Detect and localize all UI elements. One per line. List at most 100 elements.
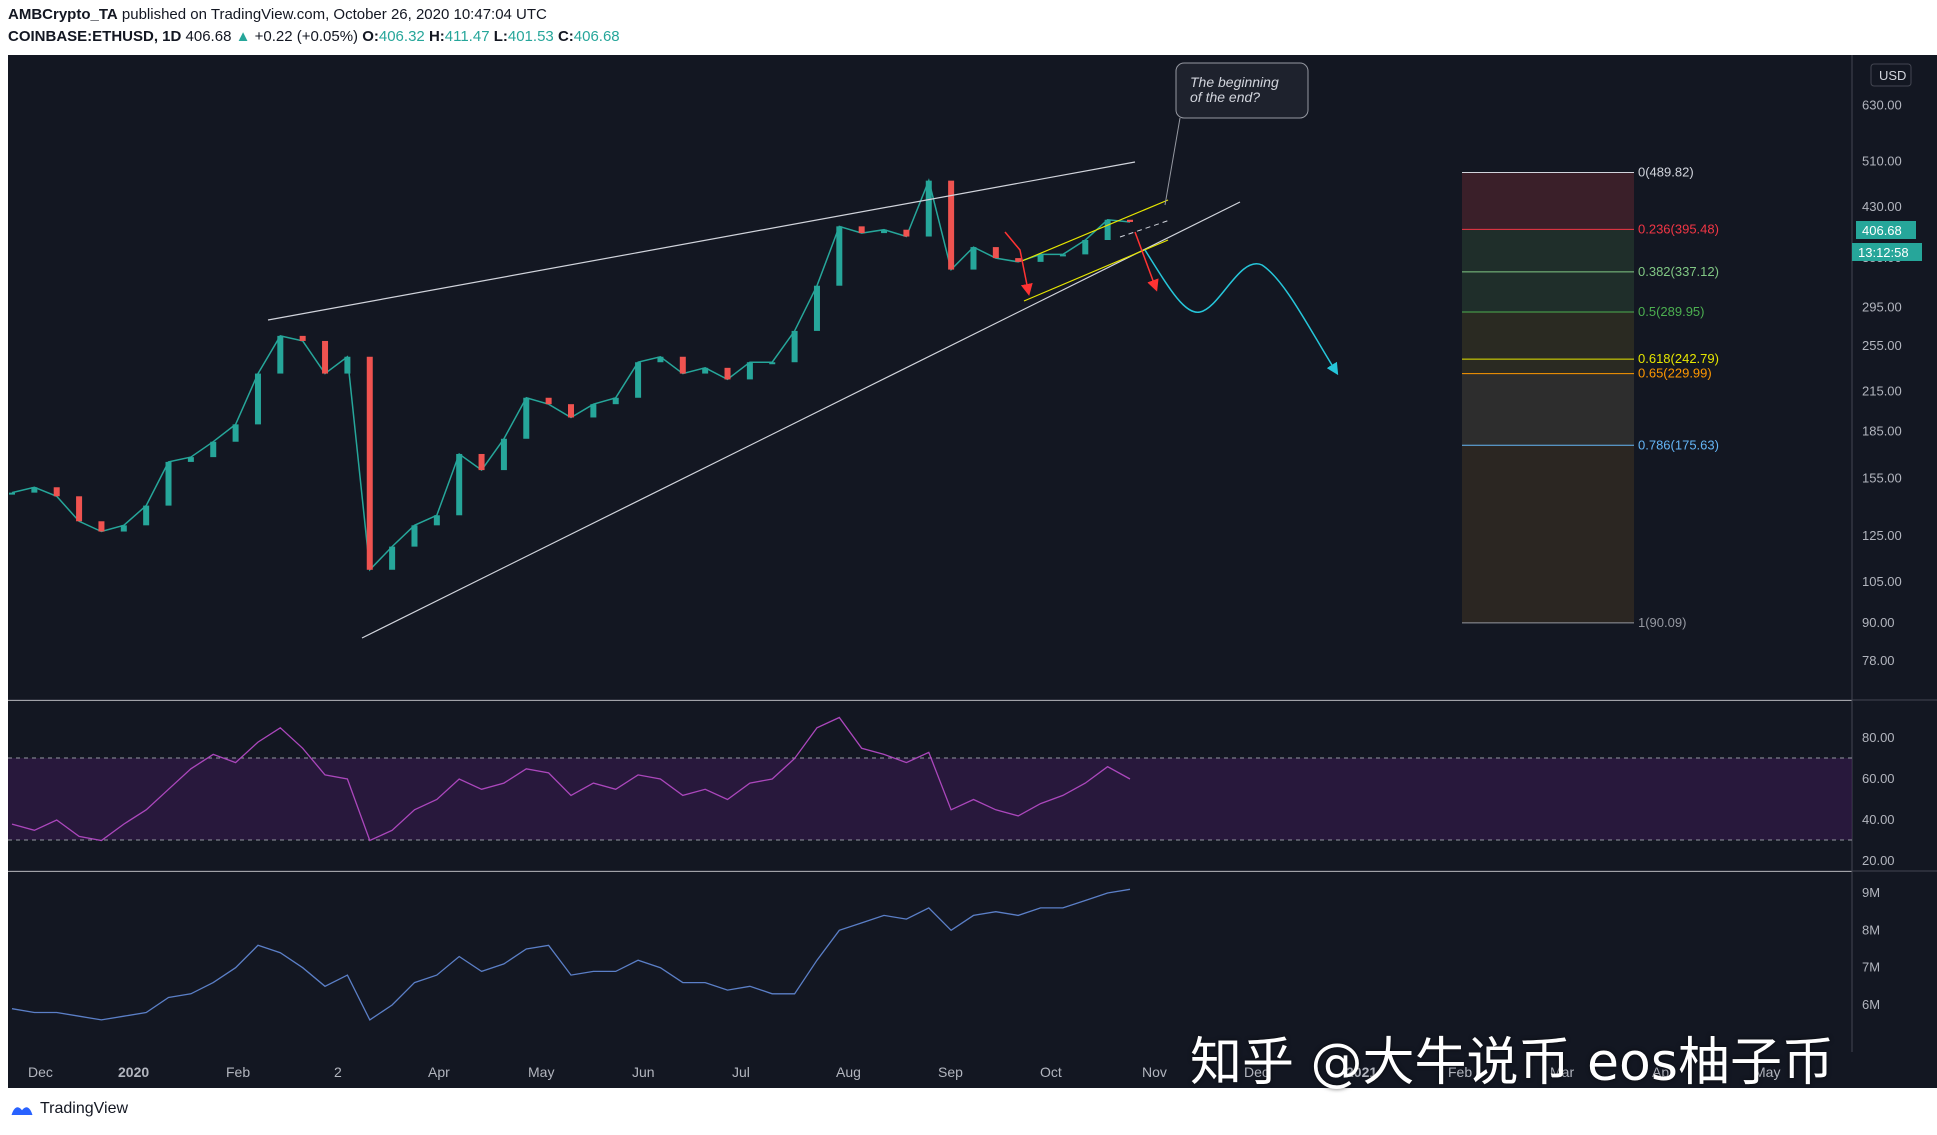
rsi-tick-label: 80.00 — [1862, 730, 1895, 745]
rsi-band — [8, 758, 1852, 840]
fib-level-label: 0.236(395.48) — [1638, 221, 1719, 236]
volume-tick-label: 8M — [1862, 922, 1880, 937]
time-tick-label: Nov — [1142, 1064, 1167, 1080]
price-candle — [724, 367, 731, 380]
volume-indicator-series — [11, 888, 1131, 1021]
price-tick-label: 510.00 — [1862, 154, 1902, 169]
time-tick-label: Feb — [1448, 1064, 1472, 1080]
price-tick-label: 78.00 — [1862, 653, 1895, 668]
fib-zone — [1462, 311, 1634, 360]
symbol-line: COINBASE:ETHUSD, 1D 406.68 ▲ +0.22 (+0.0… — [8, 28, 620, 45]
last-price: 406.68 — [185, 28, 232, 45]
price-candle — [657, 356, 664, 363]
channel-upper-line[interactable] — [1021, 199, 1169, 262]
channel-lower-line[interactable] — [1023, 239, 1169, 302]
price-candle — [299, 335, 306, 341]
open-value: 406.32 — [378, 28, 425, 45]
fib-level-label: 0.382(337.12) — [1638, 264, 1719, 279]
annotation-text-line2: of the end? — [1190, 89, 1260, 105]
time-tick-label: 2020 — [118, 1064, 149, 1080]
rsi-tick-label: 40.00 — [1862, 812, 1895, 827]
wedge-lower-trendline[interactable] — [361, 201, 1241, 639]
fib-zone — [1462, 445, 1634, 623]
wedge-upper-trendline[interactable] — [267, 161, 1136, 321]
close-label: C: — [557, 28, 574, 45]
price-tick-label: 125.00 — [1862, 528, 1902, 543]
price-candle — [277, 335, 284, 374]
fib-level-label: 0.5(289.95) — [1638, 304, 1705, 319]
price-candle — [568, 404, 574, 418]
price-candle — [31, 487, 38, 493]
time-tick-label: Dec — [28, 1064, 53, 1080]
currency-button[interactable] — [1870, 63, 1912, 87]
price-candle — [836, 226, 843, 286]
time-tick-label: May — [528, 1064, 554, 1080]
price-candle — [411, 525, 418, 547]
price-candle — [76, 496, 83, 522]
time-tick-label: Jun — [632, 1064, 655, 1080]
annotation-callout[interactable] — [1175, 62, 1309, 119]
price-candle — [679, 356, 686, 374]
high-label: H: — [428, 28, 445, 45]
price-candle — [389, 546, 396, 570]
price-candle — [813, 285, 820, 331]
fib-level-label: 0.618(242.79) — [1638, 351, 1719, 366]
price-candle — [344, 356, 351, 374]
price-candle — [500, 438, 507, 471]
price-candle — [53, 487, 60, 497]
currency-label: USD — [1879, 68, 1906, 83]
price-candle — [165, 461, 172, 506]
time-tick-label: Sep — [938, 1064, 963, 1080]
price-tick-label: 295.00 — [1862, 299, 1902, 314]
fib-zone — [1462, 271, 1634, 312]
price-candle — [1015, 258, 1022, 262]
low-value: 401.53 — [507, 28, 554, 45]
volume-tick-label: 7M — [1862, 960, 1880, 975]
price-tick-label: 430.00 — [1862, 199, 1902, 214]
red-arrow-down-2[interactable] — [1134, 231, 1159, 292]
time-tick-label: Feb — [226, 1064, 250, 1080]
price-candle — [523, 397, 530, 439]
price-candle — [366, 356, 373, 570]
price-tick-label: 90.00 — [1862, 615, 1895, 630]
price-candle — [702, 367, 709, 374]
price-tick-label: 185.00 — [1862, 423, 1902, 438]
close-value: 406.68 — [573, 28, 620, 45]
time-tick-label: Jul — [732, 1064, 750, 1080]
time-tick-label: 2021 — [1346, 1064, 1377, 1080]
price-candle — [612, 397, 619, 405]
fib-level-label: 1(90.09) — [1638, 615, 1686, 630]
price-candle — [858, 226, 865, 234]
last-price-tag-text: 406.68 — [1862, 223, 1902, 238]
fibonacci-retracement[interactable]: 0(489.82) 0.236(395.48) 0.382(337.12) 0.5(2… — [1462, 164, 1719, 630]
price-candle — [948, 180, 955, 270]
volume-pane[interactable] — [8, 872, 1852, 1052]
price-candle — [769, 362, 776, 365]
price-candle — [1082, 240, 1089, 255]
price-candle — [478, 453, 485, 471]
time-tick-label: Dec — [1244, 1064, 1269, 1080]
open-label: O: — [362, 28, 379, 45]
price-candle — [925, 180, 932, 237]
price-tick-label: 215.00 — [1862, 384, 1902, 399]
publish-line: AMBCrypto_TA published on TradingView.co… — [8, 6, 547, 23]
price-candle — [433, 515, 440, 526]
price-tick-label: 105.00 — [1862, 574, 1902, 589]
time-axis-area[interactable] — [8, 1052, 1937, 1088]
countdown-tag — [1852, 243, 1922, 261]
fib-zone — [1462, 172, 1634, 230]
projection-path-arrow[interactable] — [1144, 249, 1339, 376]
up-arrow-icon: ▲ — [235, 28, 251, 45]
callout-pointer — [1164, 117, 1181, 206]
annotation-text-line1: The beginning — [1190, 74, 1279, 90]
fib-level-label: 0.786(175.63) — [1638, 437, 1719, 452]
price-candle — [456, 453, 463, 516]
footer-brand[interactable]: TradingView — [10, 1100, 128, 1118]
time-tick-label: Mar — [1550, 1064, 1574, 1080]
red-arrow-down-1[interactable] — [1004, 231, 1033, 296]
price-tick-label: 255.00 — [1862, 338, 1902, 353]
price-candle — [992, 247, 999, 259]
tradingview-logo-icon — [11, 1107, 33, 1116]
price-candle — [98, 521, 105, 532]
